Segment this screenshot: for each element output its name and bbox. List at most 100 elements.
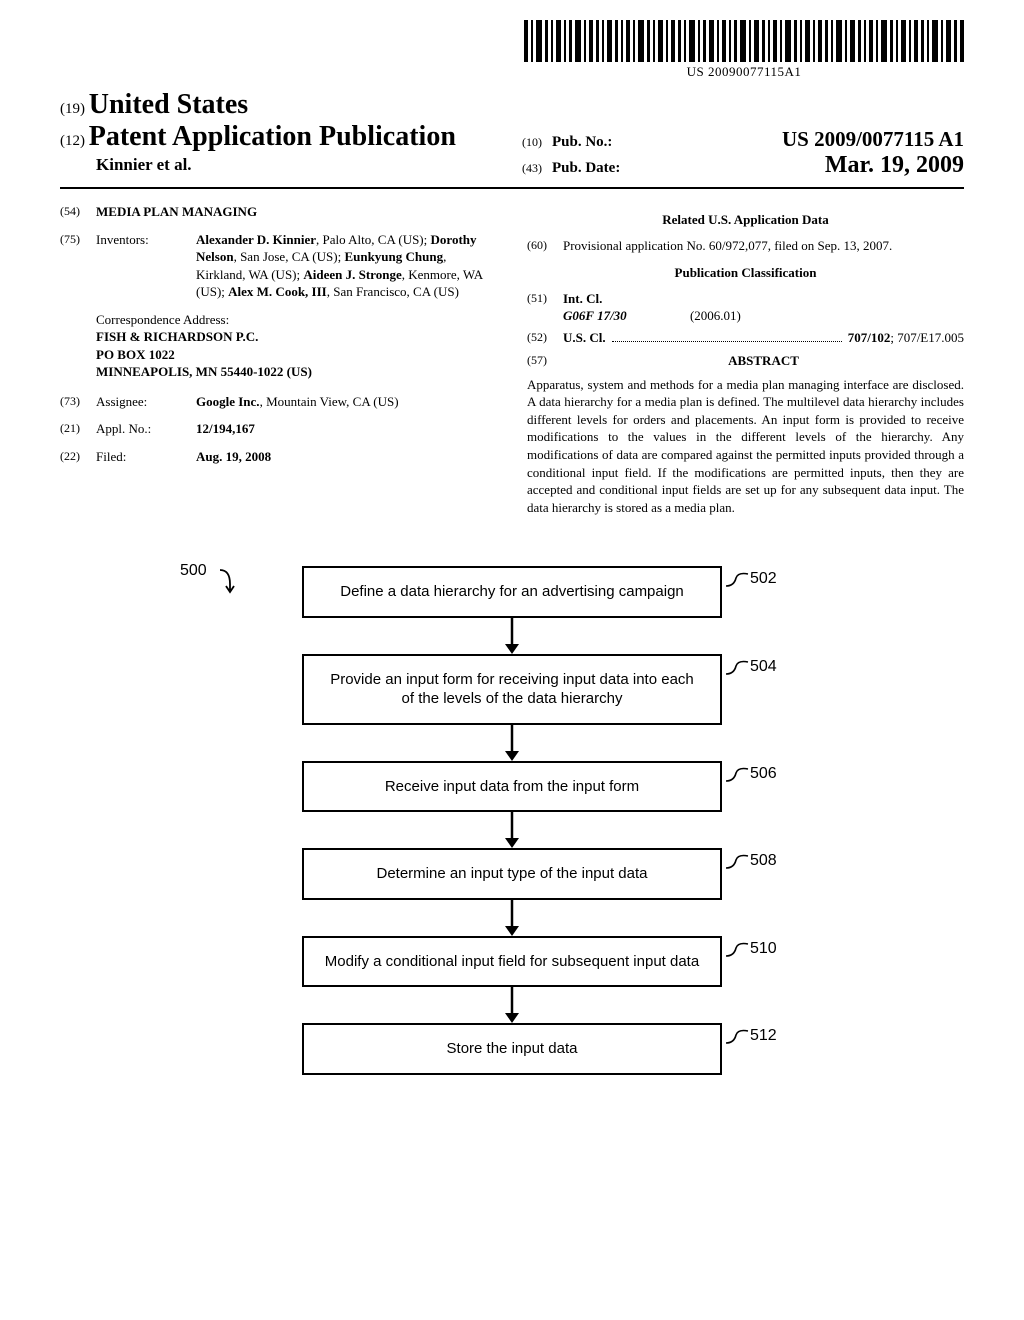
intcl-label: Int. Cl. bbox=[563, 290, 964, 308]
assignee-code: (73) bbox=[60, 393, 96, 411]
barcode-block: US 20090077115A1 bbox=[60, 20, 964, 81]
flowchart-step-number: 512 bbox=[750, 1027, 777, 1045]
flowchart-connector bbox=[302, 812, 722, 848]
flowchart-box: Determine an input type of the input dat… bbox=[302, 848, 722, 900]
inventors-row: (75) Inventors: Alexander D. Kinnier, Pa… bbox=[60, 231, 497, 301]
flowchart-step: Define a data hierarchy for an advertisi… bbox=[302, 566, 722, 618]
uscl-value: 707/102 bbox=[848, 329, 891, 347]
bibliographic-data: (54) MEDIA PLAN MANAGING (75) Inventors:… bbox=[60, 203, 964, 516]
invention-title: MEDIA PLAN MANAGING bbox=[96, 203, 257, 221]
dots-fill bbox=[612, 331, 842, 341]
barcode-text: US 20090077115A1 bbox=[524, 64, 964, 80]
ref-hook-icon bbox=[726, 1029, 752, 1051]
abstract-label: ABSTRACT bbox=[563, 352, 964, 370]
flowchart-ref: 500 bbox=[180, 562, 207, 580]
uscl-extra: ; 707/E17.005 bbox=[890, 329, 964, 347]
ref-hook-icon bbox=[726, 854, 752, 876]
inventor-name: Alex M. Cook, III bbox=[228, 284, 327, 299]
assignee-loc: , Mountain View, CA (US) bbox=[260, 394, 399, 409]
filed-value: Aug. 19, 2008 bbox=[196, 448, 497, 466]
related-heading: Related U.S. Application Data bbox=[527, 211, 964, 229]
pub-no-line: (10) Pub. No.: US 2009/0077115 A1 bbox=[522, 127, 964, 152]
correspondence-line: MINNEAPOLIS, MN 55440-1022 (US) bbox=[96, 363, 497, 381]
correspondence-line: FISH & RICHARDSON P.C. bbox=[96, 328, 497, 346]
pub-date-label: Pub. Date: bbox=[552, 160, 620, 177]
ref-hook-icon bbox=[726, 572, 752, 594]
doc-type-code: (12) bbox=[60, 133, 85, 149]
ref-hook-icon bbox=[726, 660, 752, 682]
abstract-row: (57) ABSTRACT bbox=[527, 352, 964, 370]
left-column: (54) MEDIA PLAN MANAGING (75) Inventors:… bbox=[60, 203, 497, 516]
ref-hook-icon bbox=[726, 942, 752, 964]
abstract-text: Apparatus, system and methods for a medi… bbox=[527, 376, 964, 516]
assignee-row: (73) Assignee: Google Inc., Mountain Vie… bbox=[60, 393, 497, 411]
intcl-symbol: G06F 17/30 bbox=[563, 308, 627, 323]
flowchart-box: Modify a conditional input field for sub… bbox=[302, 936, 722, 988]
assignee-label: Assignee: bbox=[96, 393, 196, 411]
inventors-label: Inventors: bbox=[96, 231, 196, 301]
flowchart-box: Receive input data from the input form bbox=[302, 761, 722, 813]
inventors-code: (75) bbox=[60, 231, 96, 301]
flowchart-step-number: 502 bbox=[750, 570, 777, 588]
flowchart-connector bbox=[302, 618, 722, 654]
flowchart-step: Receive input data from the input form50… bbox=[302, 761, 722, 813]
assignee-value: Google Inc., Mountain View, CA (US) bbox=[196, 393, 497, 411]
inventors-value: Alexander D. Kinnier, Palo Alto, CA (US)… bbox=[196, 231, 497, 301]
header-rule bbox=[60, 187, 964, 189]
flowchart-step: Modify a conditional input field for sub… bbox=[302, 936, 722, 988]
pub-no-label: Pub. No.: bbox=[552, 134, 612, 151]
pub-class-heading: Publication Classification bbox=[527, 264, 964, 282]
arrow-down-icon bbox=[500, 618, 524, 654]
flowchart-connector bbox=[302, 900, 722, 936]
flowchart: 500 Define a data hierarchy for an adver… bbox=[60, 566, 964, 1075]
intcl-entry: G06F 17/30 (2006.01) bbox=[563, 307, 964, 325]
assignee-name: Google Inc. bbox=[196, 394, 260, 409]
provisional-code: (60) bbox=[527, 237, 563, 255]
flowchart-box: Define a data hierarchy for an advertisi… bbox=[302, 566, 722, 618]
provisional-text: Provisional application No. 60/972,077, … bbox=[563, 237, 964, 255]
country-code: (19) bbox=[60, 101, 85, 117]
flowchart-connector bbox=[302, 987, 722, 1023]
appl-value: 12/194,167 bbox=[196, 420, 497, 438]
appl-row: (21) Appl. No.: 12/194,167 bbox=[60, 420, 497, 438]
title-code: (54) bbox=[60, 203, 96, 221]
country-line: (19) United States bbox=[60, 89, 502, 121]
country-name: United States bbox=[89, 89, 248, 120]
arrow-down-icon bbox=[500, 812, 524, 848]
inventor-name: Eunkyung Chung bbox=[344, 249, 443, 264]
abstract-code: (57) bbox=[527, 352, 563, 370]
doc-type-line: (12) Patent Application Publication bbox=[60, 121, 502, 153]
ref-hook-icon bbox=[218, 568, 240, 596]
arrow-down-icon bbox=[500, 900, 524, 936]
inventor-loc: , San Francisco, CA (US) bbox=[327, 284, 459, 299]
flowchart-step: Store the input data512 bbox=[302, 1023, 722, 1075]
pub-no-code: (10) bbox=[522, 135, 552, 150]
flowchart-step-number: 504 bbox=[750, 658, 777, 676]
authors-line: Kinnier et al. bbox=[60, 155, 502, 175]
inventor-name: Aideen J. Stronge bbox=[303, 267, 401, 282]
uscl-row: (52) U.S. Cl. 707/102; 707/E17.005 bbox=[527, 329, 964, 347]
filed-code: (22) bbox=[60, 448, 96, 466]
pub-date-value: Mar. 19, 2009 bbox=[825, 152, 964, 179]
arrow-down-icon bbox=[500, 725, 524, 761]
flowchart-step: Determine an input type of the input dat… bbox=[302, 848, 722, 900]
filed-row: (22) Filed: Aug. 19, 2008 bbox=[60, 448, 497, 466]
intcl-date: (2006.01) bbox=[690, 308, 741, 323]
inventor-name: Alexander D. Kinnier bbox=[196, 232, 316, 247]
flowchart-column: Define a data hierarchy for an advertisi… bbox=[302, 566, 722, 1075]
document-header: (19) United States (12) Patent Applicati… bbox=[60, 89, 964, 179]
title-row: (54) MEDIA PLAN MANAGING bbox=[60, 203, 497, 221]
flowchart-step-number: 506 bbox=[750, 765, 777, 783]
filed-label: Filed: bbox=[96, 448, 196, 466]
inventor-loc: , San Jose, CA (US); bbox=[234, 249, 345, 264]
barcode: US 20090077115A1 bbox=[524, 20, 964, 80]
doc-type: Patent Application Publication bbox=[89, 121, 456, 152]
flowchart-connector bbox=[302, 725, 722, 761]
appl-code: (21) bbox=[60, 420, 96, 438]
flowchart-box: Store the input data bbox=[302, 1023, 722, 1075]
inventor-loc: , Palo Alto, CA (US); bbox=[316, 232, 431, 247]
intcl-row: (51) Int. Cl. G06F 17/30 (2006.01) bbox=[527, 290, 964, 325]
correspondence-line: PO BOX 1022 bbox=[96, 346, 497, 364]
flowchart-step: Provide an input form for receiving inpu… bbox=[302, 654, 722, 725]
uscl-label: U.S. Cl. bbox=[563, 329, 606, 347]
